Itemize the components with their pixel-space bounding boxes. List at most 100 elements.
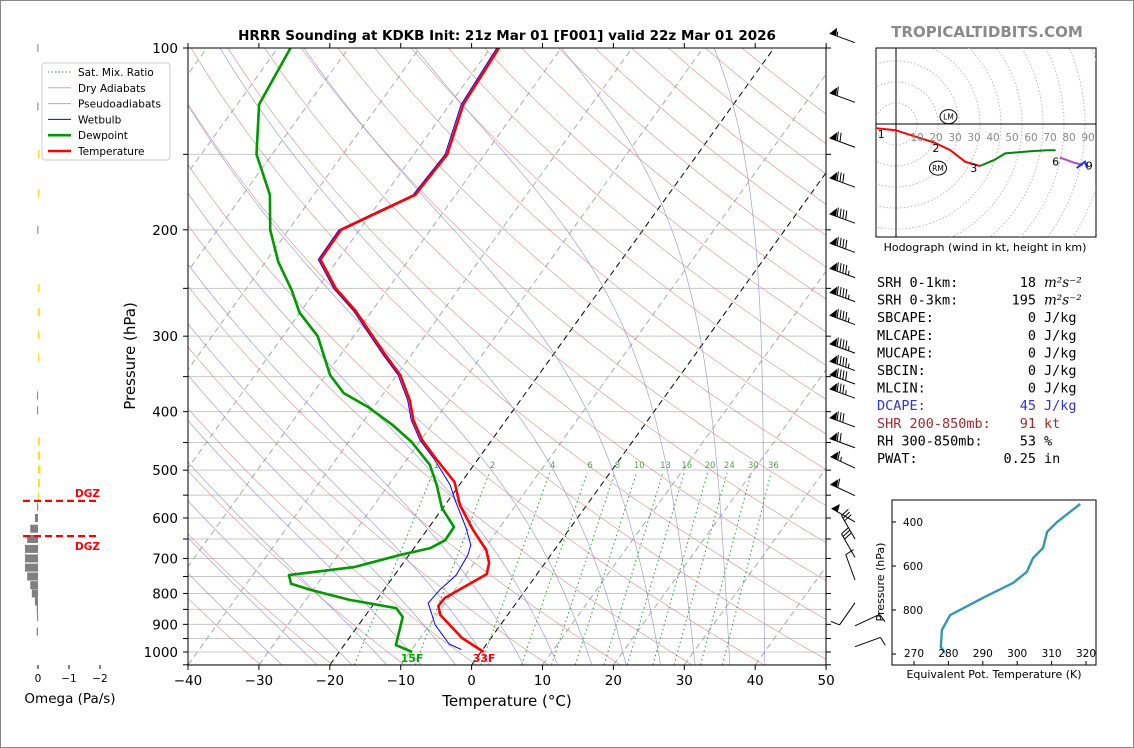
- wind-barb-flag: [829, 338, 838, 347]
- isotherm-line: [188, 48, 350, 272]
- wind-barb-full: [839, 433, 842, 443]
- omega-bar: [38, 331, 40, 340]
- wind-barb-full: [839, 286, 842, 297]
- omega-panel: DGZ DGZ 0 −1 −2: [23, 44, 108, 685]
- wind-barb-full: [844, 532, 852, 540]
- omega-bar: [27, 534, 38, 543]
- wind-barb: [829, 27, 856, 44]
- mixing-ratio-label: 30: [748, 461, 759, 471]
- index-label: SBCAPE:: [877, 310, 934, 326]
- legend-box: [41, 62, 171, 161]
- theta-e-x-tick-label: 280: [938, 648, 958, 660]
- surface-temperature-label: 33F: [473, 652, 496, 665]
- wind-barb-full: [842, 413, 845, 423]
- index-value: 0: [1028, 310, 1036, 326]
- storm-motion-label: LM: [943, 113, 954, 122]
- hodograph-ring-label: 20: [929, 132, 942, 144]
- wind-barb-full: [836, 354, 839, 365]
- mixing-ratio-line: [353, 472, 434, 665]
- wind-barb-staff: [831, 507, 856, 523]
- omega-bar: [34, 514, 38, 523]
- wind-barb-full: [842, 370, 845, 380]
- wind-barb-full: [842, 288, 845, 298]
- index-unit: in: [1044, 451, 1060, 467]
- wind-barb-half: [847, 346, 850, 351]
- index-value: 91: [1020, 416, 1036, 432]
- index-value: 0: [1028, 363, 1036, 379]
- isotherm-line: [258, 48, 704, 665]
- theta-e-x-tick-label: 320: [1076, 648, 1096, 660]
- wind-barb: [829, 131, 856, 148]
- pseudoadiabat-line: [561, 48, 731, 665]
- wind-barb-flag: [829, 383, 838, 392]
- mixing-ratio-line: [521, 472, 588, 665]
- omega-bar: [37, 44, 39, 52]
- dewpoint-profile-line: [255, 48, 456, 654]
- omega-bar: [37, 391, 39, 400]
- wind-barb-full: [836, 261, 839, 272]
- wind-barb: [829, 308, 856, 326]
- mixing-ratio-line: [700, 472, 752, 665]
- index-unit: m²s⁻²: [1044, 275, 1082, 291]
- dry-adiabat-line: [190, 48, 826, 620]
- dry-adiabat-line: [227, 48, 826, 581]
- isotherm-line: [188, 48, 491, 469]
- wind-barb-full: [839, 412, 842, 422]
- theta-e-profile-line: [939, 503, 1081, 654]
- index-unit: J/kg: [1044, 363, 1077, 379]
- dry-adiabat-line: [521, 48, 826, 300]
- wind-barb-full: [845, 311, 848, 322]
- index-unit: J/kg: [1044, 398, 1077, 414]
- y-tick-label: 1000: [144, 645, 178, 661]
- wind-barb: [854, 613, 886, 627]
- wind-barb: [829, 411, 856, 428]
- wind-barb-flag: [829, 432, 838, 441]
- wind-barb: [841, 509, 856, 540]
- omega-bar: [24, 554, 38, 563]
- wind-barb: [829, 337, 856, 354]
- index-unit: J/kg: [1044, 310, 1077, 326]
- hodograph-height-label: 2: [932, 142, 939, 155]
- mixing-ratio-line: [574, 472, 638, 665]
- dry-adiabat-line: [188, 470, 405, 665]
- omega-tick-label: 0: [35, 673, 42, 685]
- wind-barb-full: [836, 368, 839, 378]
- pseudoadiabat-line: [414, 48, 696, 665]
- mixing-ratio-label: 10: [634, 461, 645, 471]
- hodograph-height-label: 9: [1086, 160, 1093, 173]
- hodograph-caption: Hodograph (wind in kt, height in km): [884, 241, 1087, 254]
- wind-barb: [854, 636, 886, 648]
- storm-motion-marker: [939, 109, 958, 125]
- wind-barb-full: [839, 383, 842, 393]
- wind-barb-full: [879, 614, 886, 623]
- key-isotherm-line: [471, 171, 826, 665]
- wind-barb-flag: [829, 132, 838, 141]
- theta-e-frame: [891, 499, 1097, 666]
- wind-barb-full: [839, 338, 842, 348]
- mixing-ratio-label: 20: [705, 461, 716, 471]
- index-label: PWAT:: [877, 451, 918, 467]
- wind-barb-full: [836, 171, 839, 181]
- wind-barb-full: [845, 357, 848, 368]
- wind-barb-flag: [831, 504, 840, 512]
- wind-barb-full: [841, 509, 849, 516]
- wind-barb-full: [844, 514, 852, 522]
- isotherm-line: [188, 48, 420, 371]
- wind-barb-full: [830, 620, 840, 626]
- wind-barb: [841, 527, 856, 558]
- y-tick-label: 300: [152, 329, 178, 345]
- wind-barb-staff: [841, 533, 856, 558]
- hodograph-ring-label: 90: [1081, 132, 1094, 144]
- wind-barb-staff: [830, 483, 856, 497]
- wind-barb: [829, 261, 856, 279]
- index-label: RH 300-850mb:: [877, 433, 983, 449]
- hodograph-panel: 10 20 30 30 40 50 60 70 80 90 1 2 3 6 9 LM RM: [875, 47, 1097, 238]
- y-tick-label: 500: [152, 463, 178, 479]
- hodograph-ring-label: 10: [910, 132, 923, 144]
- wind-barb-full: [839, 355, 842, 366]
- index-label: DCAPE:: [877, 398, 926, 414]
- hodograph-clip: [876, 48, 1096, 237]
- omega-bar: [38, 478, 40, 487]
- wind-barb-full: [845, 371, 848, 381]
